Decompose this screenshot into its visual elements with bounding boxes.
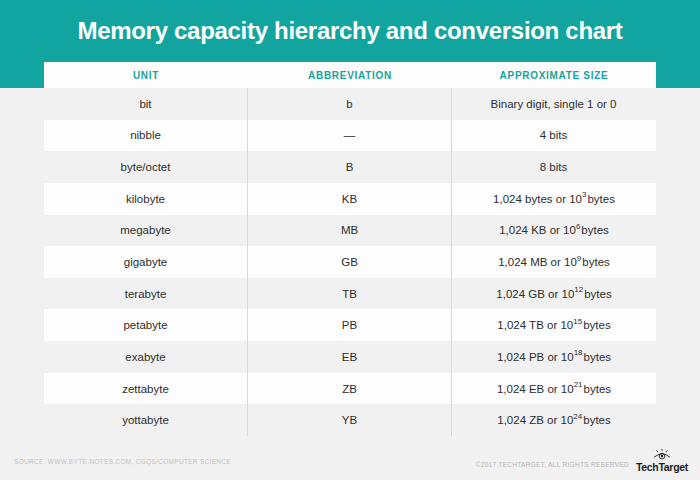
unit-cell: byte/octet	[44, 151, 248, 183]
abbreviation-cell: PB	[248, 309, 452, 341]
column-header-approximate-size: APPROXIMATE SIZE	[452, 62, 656, 88]
abbreviation-cell: MB	[248, 215, 452, 247]
unit-cell: petabyte	[44, 309, 248, 341]
size-cell: 1,024 GB or 1012 bytes	[452, 278, 656, 310]
size-text: 1,024 KB or 10	[499, 224, 576, 236]
size-text: 4 bits	[540, 129, 568, 141]
size-cell: 1,024 KB or 106 bytes	[452, 215, 656, 247]
unit-cell: megabyte	[44, 215, 248, 247]
size-text-suffix: bytes	[584, 351, 612, 363]
unit-cell: zettabyte	[44, 373, 248, 405]
column-header-abbreviation: ABBREVIATION	[248, 62, 452, 88]
size-text: 1,024 ZB or 10	[497, 414, 573, 426]
table-row-byte-octet: byte/octet B 8 bits	[44, 151, 656, 183]
table-row-nibble: nibble — 4 bits	[44, 120, 656, 152]
unit-cell: bit	[44, 88, 248, 120]
size-cell: 1,024 EB or 1021 bytes	[452, 373, 656, 405]
size-cell: 1,024 bytes or 103 bytes	[452, 183, 656, 215]
unit-cell: terabyte	[44, 278, 248, 310]
size-text: 1,024 GB or 10	[496, 288, 574, 300]
title-area: Memory capacity hierarchy and conversion…	[0, 0, 700, 62]
infographic-page: Memory capacity hierarchy and conversion…	[0, 0, 700, 480]
eye-icon	[652, 448, 672, 460]
footer: SOURCE: WWW.BYTE-NOTES.COM, CGQS/COMPUTE…	[0, 436, 700, 480]
abbreviation-cell: B	[248, 151, 452, 183]
size-text-suffix: bytes	[583, 319, 611, 331]
size-cell: Binary digit, single 1 or 0	[452, 88, 656, 120]
size-text: 8 bits	[540, 161, 568, 173]
table-header-row: UNIT ABBREVIATION APPROXIMATE SIZE	[44, 62, 656, 88]
abbreviation-cell: GB	[248, 246, 452, 278]
abbreviation-cell: TB	[248, 278, 452, 310]
abbreviation-cell: KB	[248, 183, 452, 215]
table-row-terabyte: terabyte TB 1,024 GB or 1012 bytes	[44, 278, 656, 310]
size-text-suffix: bytes	[581, 224, 609, 236]
abbreviation-cell: b	[248, 88, 452, 120]
size-text: 1,024 TB or 10	[497, 319, 573, 331]
size-cell: 1,024 ZB or 1024 bytes	[452, 404, 656, 436]
abbreviation-cell: EB	[248, 341, 452, 373]
table-row-petabyte: petabyte PB 1,024 TB or 1015 bytes	[44, 309, 656, 341]
abbreviation-cell: YB	[248, 404, 452, 436]
size-text: 1,024 MB or 10	[498, 256, 577, 268]
size-text: Binary digit, single 1 or 0	[491, 98, 617, 110]
size-text-suffix: bytes	[584, 288, 612, 300]
techtarget-logo: TechTarget	[636, 448, 688, 473]
title-band: Memory capacity hierarchy and conversion…	[0, 0, 700, 88]
copyright-notice: ©2017 TECHTARGET, ALL RIGHTS RESERVED	[476, 461, 629, 468]
unit-cell: exabyte	[44, 341, 248, 373]
size-text-suffix: bytes	[583, 414, 611, 426]
size-cell: 1,024 MB or 109 bytes	[452, 246, 656, 278]
column-header-unit: UNIT	[44, 62, 248, 88]
table-row-yottabyte: yottabyte YB 1,024 ZB or 1024 bytes	[44, 404, 656, 436]
footer-right-group: ©2017 TECHTARGET, ALL RIGHTS RESERVED Te…	[476, 448, 688, 473]
table-row-kilobyte: kilobyte KB 1,024 bytes or 103 bytes	[44, 183, 656, 215]
size-text: 1,024 EB or 10	[497, 383, 574, 395]
table-row-megabyte: megabyte MB 1,024 KB or 106 bytes	[44, 215, 656, 247]
size-text: 1,024 bytes or 10	[493, 193, 582, 205]
size-cell: 8 bits	[452, 151, 656, 183]
table-row-zettabyte: zettabyte ZB 1,024 EB or 1021 bytes	[44, 373, 656, 405]
size-cell: 1,024 TB or 1015 bytes	[452, 309, 656, 341]
conversion-table: bit b Binary digit, single 1 or 0 nibble…	[44, 88, 656, 436]
unit-cell: gigabyte	[44, 246, 248, 278]
unit-cell: kilobyte	[44, 183, 248, 215]
size-text-suffix: bytes	[582, 256, 610, 268]
abbreviation-cell: —	[248, 120, 452, 152]
abbreviation-cell: ZB	[248, 373, 452, 405]
table-row-exabyte: exabyte EB 1,024 PB or 1018 bytes	[44, 341, 656, 373]
logo-wordmark: TechTarget	[636, 461, 688, 473]
table-row-bit: bit b Binary digit, single 1 or 0	[44, 88, 656, 120]
source-attribution: SOURCE: WWW.BYTE-NOTES.COM, CGQS/COMPUTE…	[14, 458, 231, 465]
unit-cell: yottabyte	[44, 404, 248, 436]
page-title: Memory capacity hierarchy and conversion…	[77, 17, 622, 45]
size-text: 1,024 PB or 10	[497, 351, 574, 363]
table-row-gigabyte: gigabyte GB 1,024 MB or 109 bytes	[44, 246, 656, 278]
size-cell: 4 bits	[452, 120, 656, 152]
size-cell: 1,024 PB or 1018 bytes	[452, 341, 656, 373]
size-text-suffix: bytes	[584, 383, 612, 395]
unit-cell: nibble	[44, 120, 248, 152]
size-text-suffix: bytes	[587, 193, 615, 205]
